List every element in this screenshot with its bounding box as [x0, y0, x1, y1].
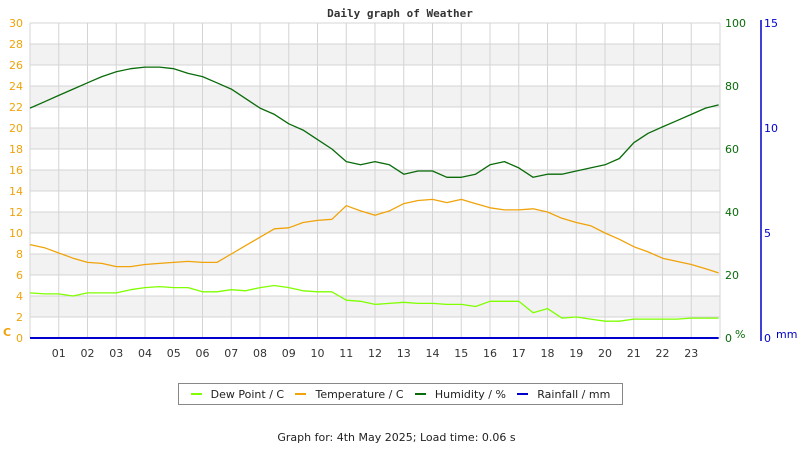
x-tick: 06 — [196, 347, 210, 360]
legend-item-temperature: Temperature / C — [295, 387, 404, 401]
y-right-tick: 60 — [725, 143, 739, 156]
y-left-tick: 26 — [9, 59, 23, 72]
y-left-tick: 10 — [9, 227, 23, 240]
y-axis-right-label: % — [735, 328, 745, 341]
y-left-tick: 12 — [9, 206, 23, 219]
y-left-tick: 6 — [16, 269, 23, 282]
x-tick: 02 — [81, 347, 95, 360]
legend-item-humidity: Humidity / % — [414, 387, 506, 401]
chart-legend: Dew Point / C Temperature / C Humidity /… — [178, 383, 623, 405]
legend-swatch-temperature — [295, 393, 307, 395]
x-tick: 19 — [569, 347, 583, 360]
y-axis-rain-label: mm — [776, 328, 797, 341]
series-line-temperature — [29, 198, 719, 274]
y-left-tick: 4 — [16, 290, 23, 303]
y-axis-rain: 0 5 10 15 — [760, 17, 778, 345]
x-tick: 05 — [167, 347, 181, 360]
legend-label-dew-point: Dew Point / C — [210, 387, 285, 401]
legend-label-temperature: Temperature / C — [315, 387, 404, 401]
x-tick: 22 — [656, 347, 670, 360]
y-axis-left-label: C — [3, 326, 11, 339]
x-tick: 17 — [512, 347, 526, 360]
legend-swatch-rainfall — [517, 393, 529, 395]
x-tick: 21 — [627, 347, 641, 360]
legend-label-rainfall: Rainfall / mm — [537, 387, 611, 401]
x-tick: 09 — [282, 347, 296, 360]
series-lines — [29, 66, 719, 339]
legend-swatch-dew-point — [190, 393, 202, 395]
y-left-tick: 16 — [9, 164, 23, 177]
legend-item-dew-point: Dew Point / C — [190, 387, 285, 401]
y-left-tick: 8 — [16, 248, 23, 261]
y-left-tick: 18 — [9, 143, 23, 156]
plot-gridlines — [29, 22, 721, 339]
y-right-tick: 20 — [725, 269, 739, 282]
x-tick: 23 — [684, 347, 698, 360]
x-tick: 10 — [311, 347, 325, 360]
x-tick: 13 — [397, 347, 411, 360]
x-tick: 14 — [426, 347, 440, 360]
legend-item-rainfall: Rainfall / mm — [517, 388, 610, 401]
x-axis-ticks: 01 02 03 04 05 06 07 08 09 10 11 12 13 14 15 16 17 18 19 20… — [52, 347, 699, 360]
x-tick: 16 — [483, 347, 497, 360]
y-left-tick: 14 — [9, 185, 23, 198]
y-axis-right-ticks: 0 20 40 60 80 100 — [725, 17, 746, 345]
y-right-tick: 40 — [725, 206, 739, 219]
y-right-tick: 0 — [725, 332, 732, 345]
x-tick: 03 — [109, 347, 123, 360]
legend-label-humidity: Humidity / % — [434, 387, 506, 401]
y-rain-tick: 10 — [764, 122, 778, 135]
y-left-tick: 2 — [16, 311, 23, 324]
x-tick: 15 — [454, 347, 468, 360]
y-left-tick: 20 — [9, 122, 23, 135]
series-line-humidity — [29, 66, 719, 178]
x-tick: 12 — [368, 347, 382, 360]
y-left-tick: 24 — [9, 80, 23, 93]
y-rain-tick: 5 — [764, 227, 771, 240]
chart-title: Daily graph of Weather — [327, 7, 473, 20]
x-tick: 20 — [598, 347, 612, 360]
x-tick: 07 — [224, 347, 238, 360]
y-rain-tick: 15 — [764, 17, 778, 30]
series-line-dew — [29, 284, 719, 322]
y-right-tick: 80 — [725, 80, 739, 93]
x-tick: 01 — [52, 347, 66, 360]
y-left-tick: 22 — [9, 101, 23, 114]
y-right-tick: 100 — [725, 17, 746, 30]
x-tick: 11 — [339, 347, 353, 360]
y-rain-tick: 0 — [764, 332, 771, 345]
y-left-tick: 28 — [9, 38, 23, 51]
graph-footer-info: Graph for: 4th May 2025; Load time: 0.06… — [277, 431, 516, 444]
y-left-tick: 0 — [16, 332, 23, 345]
x-tick: 08 — [253, 347, 267, 360]
x-tick: 18 — [541, 347, 555, 360]
y-left-tick: 30 — [9, 17, 23, 30]
legend-swatch-humidity — [414, 393, 426, 395]
x-tick: 04 — [138, 347, 152, 360]
